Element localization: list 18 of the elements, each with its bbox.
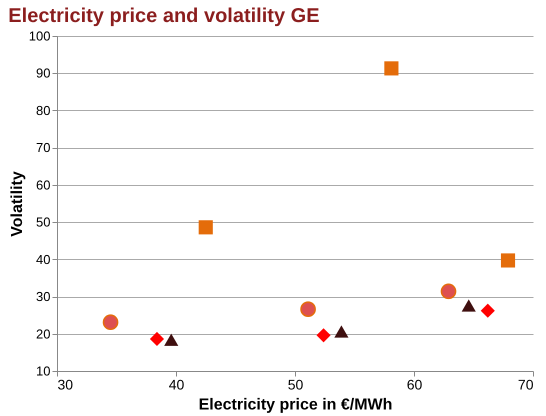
y-tick-label: 50 (36, 214, 50, 230)
chart-title: Electricity price and volatility GE (8, 5, 320, 27)
y-tick-label: 100 (28, 28, 50, 44)
y-tick-label: 20 (36, 326, 50, 342)
x-tick-label: 50 (288, 376, 304, 392)
y-tick-label: 90 (36, 66, 50, 81)
x-tick-label: 40 (168, 376, 184, 392)
x-axis-title: Electricity price in €/MWh (198, 396, 392, 414)
x-tick-label: 30 (58, 376, 74, 392)
y-tick-label: 30 (36, 289, 50, 304)
x-tick-label: 60 (406, 376, 422, 392)
y-tick-label: 10 (36, 364, 50, 378)
x-tick-label: 70 (518, 376, 534, 392)
y-tick-label: 80 (36, 102, 50, 118)
y-tick-label: 40 (36, 252, 50, 267)
y-tick-label: 60 (36, 177, 50, 192)
y-tick-label: 70 (36, 140, 50, 156)
y-axis-title: Volatility (8, 171, 26, 237)
